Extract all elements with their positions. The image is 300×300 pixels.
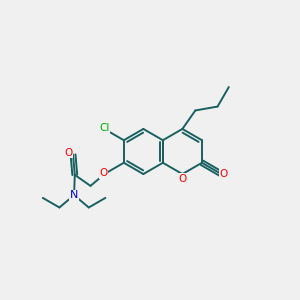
Text: Cl: Cl — [99, 123, 110, 133]
Text: O: O — [178, 174, 187, 184]
Text: O: O — [219, 169, 228, 179]
Text: O: O — [64, 148, 73, 158]
Text: O: O — [99, 168, 108, 178]
Text: N: N — [70, 190, 78, 200]
